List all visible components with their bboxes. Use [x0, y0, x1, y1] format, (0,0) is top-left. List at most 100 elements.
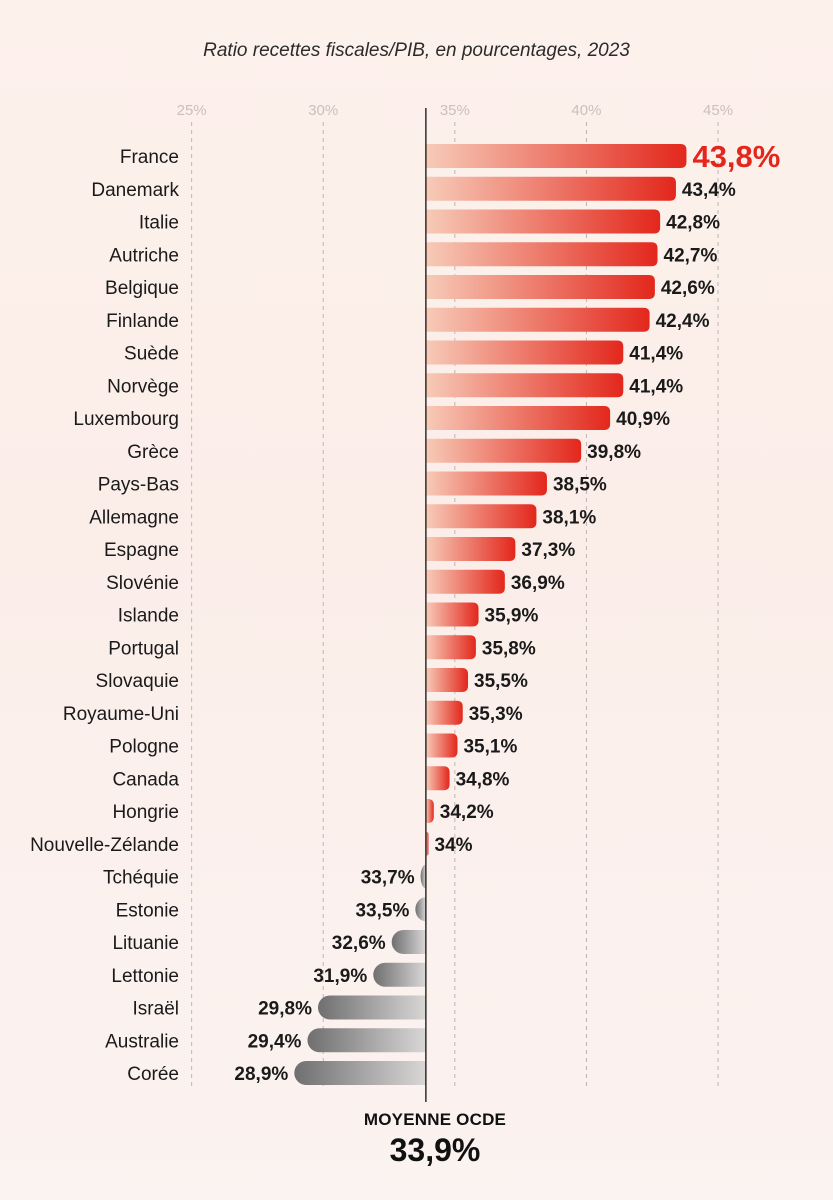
value-label: 42,4%: [656, 311, 710, 332]
value-label: 41,4%: [629, 376, 683, 397]
bar: [294, 1061, 426, 1085]
value-label: 42,8%: [666, 213, 720, 234]
value-label: 35,3%: [469, 704, 523, 725]
value-label: 42,6%: [661, 278, 715, 299]
bar: [425, 799, 434, 823]
labels: France 43,8% Danemark 43,4% Italie 42,8% Autri…: [30, 139, 780, 1085]
x-tick-label: 25%: [177, 102, 207, 119]
x-tick-label: 40%: [571, 102, 601, 119]
category-label: Finlande: [106, 311, 179, 332]
bar: [307, 1028, 426, 1053]
category-label: Lettonie: [111, 966, 179, 987]
value-label: 33,7%: [361, 868, 415, 889]
category-label: Lituanie: [112, 933, 179, 954]
value-label: 32,6%: [332, 933, 386, 954]
value-label: 39,8%: [587, 442, 641, 463]
category-label: Pologne: [109, 737, 179, 758]
category-label: Slovénie: [106, 573, 179, 594]
category-label: Nouvelle-Zélande: [30, 835, 179, 856]
category-label: Slovaquie: [96, 671, 179, 692]
category-label: Danemark: [91, 180, 179, 201]
category-label: Canada: [112, 769, 179, 790]
bars: [294, 144, 687, 1085]
value-label: 42,7%: [664, 245, 718, 266]
value-label: 34%: [435, 835, 473, 856]
category-label: Royaume-Uni: [63, 704, 179, 725]
value-label: 38,1%: [542, 507, 596, 528]
category-label: Luxembourg: [73, 409, 179, 430]
bar: [425, 275, 655, 299]
bar: [425, 242, 658, 267]
value-label: 36,9%: [511, 573, 565, 594]
category-label: Pays-Bas: [98, 475, 179, 496]
x-tick-label: 30%: [308, 102, 338, 119]
bar: [425, 144, 687, 168]
value-label: 31,9%: [313, 966, 367, 987]
category-label: Australie: [105, 1031, 179, 1052]
value-label: 35,5%: [474, 671, 528, 692]
bar: [425, 733, 458, 758]
category-label: Italie: [139, 213, 179, 234]
bar: [317, 995, 426, 1020]
category-label: France: [120, 147, 179, 168]
category-label: Suède: [124, 344, 179, 365]
value-label: 43,8%: [692, 139, 780, 174]
category-label: Autriche: [109, 245, 179, 266]
value-label: 35,1%: [463, 737, 517, 758]
bar: [425, 373, 624, 398]
value-label: 29,8%: [258, 999, 312, 1020]
oecd-average-label: MOYENNE OCDE: [363, 1110, 507, 1129]
x-tick-label: 45%: [703, 102, 733, 119]
bar: [425, 668, 468, 692]
category-label: Espagne: [104, 540, 179, 561]
bar: [425, 176, 676, 201]
bar: [420, 864, 426, 889]
bar: [425, 209, 661, 234]
category-label: Portugal: [108, 638, 179, 659]
category-label: Allemagne: [89, 507, 179, 528]
value-label: 34,2%: [440, 802, 494, 823]
bar: [425, 700, 463, 725]
value-label: 40,9%: [616, 409, 670, 430]
value-label: 33,5%: [355, 900, 409, 921]
category-label: Belgique: [105, 278, 179, 299]
oecd-average-value: 33,9%: [389, 1132, 481, 1168]
bar: [425, 537, 516, 561]
category-label: Norvège: [107, 376, 179, 397]
bar: [425, 340, 624, 365]
value-label: 29,4%: [248, 1031, 302, 1052]
oecd-average: MOYENNE OCDE 33,9%: [330, 1110, 540, 1169]
bar: [425, 831, 429, 856]
bar: [425, 406, 611, 430]
x-tick-label: 35%: [440, 102, 470, 119]
bar: [425, 602, 479, 627]
chart-title: Ratio recettes fiscales/PIB, en pourcent…: [203, 40, 630, 61]
category-label: Hongrie: [112, 802, 179, 823]
bar: [425, 438, 582, 463]
category-label: Israël: [133, 999, 179, 1020]
value-label: 43,4%: [682, 180, 736, 201]
value-label: 38,5%: [553, 475, 607, 496]
value-label: 41,4%: [629, 344, 683, 365]
value-label: 28,9%: [234, 1064, 288, 1085]
category-label: Islande: [118, 606, 179, 627]
bar: [425, 635, 476, 660]
bar: [425, 569, 505, 594]
bar-chart: 25% 30% 35% 40% 45% France 43,8% Danemark 43,4%…: [30, 102, 780, 1102]
bar: [425, 471, 547, 496]
bar: [425, 307, 650, 332]
bar: [425, 504, 537, 529]
category-label: Corée: [127, 1064, 179, 1085]
category-label: Grèce: [127, 442, 179, 463]
bar: [415, 897, 426, 922]
bar: [373, 962, 426, 987]
value-label: 34,8%: [456, 769, 510, 790]
category-label: Tchéquie: [103, 868, 179, 889]
category-label: Estonie: [116, 900, 179, 921]
bar: [425, 766, 450, 791]
value-label: 35,8%: [482, 638, 536, 659]
bar: [391, 930, 426, 954]
x-axis-ticks: 25% 30% 35% 40% 45%: [177, 102, 733, 119]
value-label: 35,9%: [485, 606, 539, 627]
value-label: 37,3%: [521, 540, 575, 561]
